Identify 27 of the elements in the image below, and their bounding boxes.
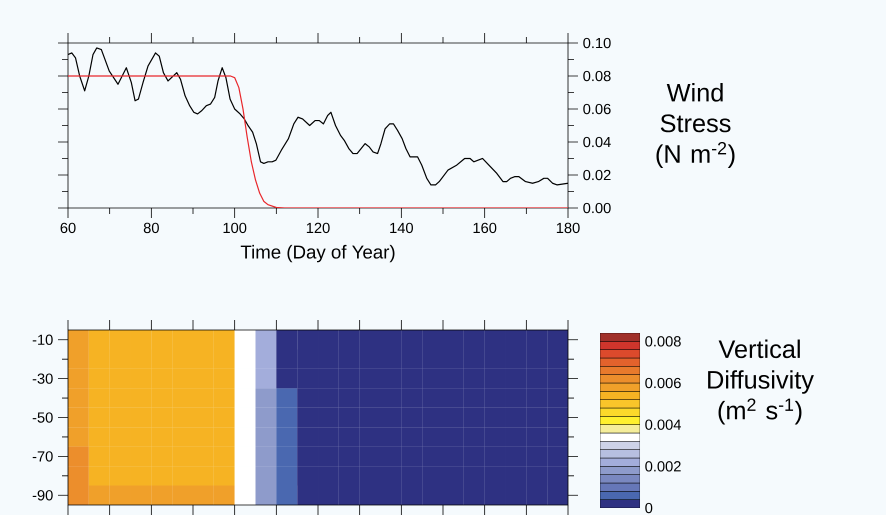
x-axis-title: Time (Day of Year) — [240, 244, 394, 262]
color-bar-label: 0.006 — [645, 378, 681, 388]
y-tick-label: -90 — [32, 490, 53, 500]
y-axis-title: Wind Stress (N m$^{-2}$) — [656, 83, 735, 168]
y-tick-label: -30 — [32, 373, 53, 384]
y-tick-label: -10 — [32, 334, 53, 345]
x-tick-label: 180 — [556, 222, 580, 234]
y-tick-label: 0.04 — [583, 136, 611, 148]
x-tick-label: 60 — [60, 222, 76, 234]
y-tick-label: 0.00 — [583, 202, 611, 214]
color-bar-label: 0 — [645, 502, 652, 514]
color-bar-label: 0.002 — [645, 461, 681, 472]
color-bar-label: 0.008 — [645, 336, 681, 347]
line-series — [68, 75, 568, 208]
y-tick-label: 0.02 — [583, 170, 611, 180]
x-tick-label: 100 — [224, 222, 246, 234]
color-bar-label: 0.004 — [645, 419, 681, 430]
color-bar-title: Vertical Diffusivity (m$^{2}$ s$^{-1}$) — [708, 340, 814, 424]
x-tick-label: 120 — [306, 222, 330, 234]
y-tick-label: -70 — [32, 451, 53, 462]
x-tick-label: 160 — [474, 222, 496, 234]
y-tick-label: -50 — [32, 412, 53, 423]
x-tick-label: 80 — [144, 222, 159, 234]
x-tick-label: 140 — [390, 222, 413, 234]
y-tick-label: 0.08 — [583, 70, 611, 82]
y-tick-label: 0.06 — [583, 104, 611, 114]
y-tick-label: 0.10 — [583, 38, 611, 48]
